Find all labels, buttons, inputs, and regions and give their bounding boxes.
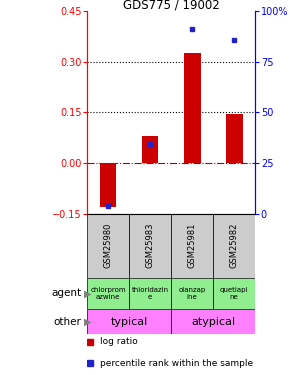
Bar: [171, 278, 213, 309]
Text: GSM25982: GSM25982: [230, 223, 239, 268]
Bar: [184, 54, 201, 163]
Text: GSM25980: GSM25980: [104, 223, 113, 268]
Text: GSM25983: GSM25983: [146, 223, 155, 268]
Text: other: other: [53, 316, 81, 327]
Bar: [171, 214, 213, 278]
Bar: [100, 163, 117, 207]
Text: agent: agent: [51, 288, 81, 298]
Text: GSM25981: GSM25981: [188, 223, 197, 268]
Text: ▶: ▶: [84, 288, 92, 298]
Text: thioridazin
e: thioridazin e: [131, 287, 169, 300]
Bar: [171, 309, 255, 334]
Text: chlorprom
azwine: chlorprom azwine: [90, 287, 126, 300]
Text: log ratio: log ratio: [100, 338, 138, 346]
Text: olanzap
ine: olanzap ine: [179, 287, 206, 300]
Bar: [142, 136, 158, 163]
Bar: [226, 114, 243, 163]
Bar: [87, 278, 129, 309]
Bar: [129, 278, 171, 309]
Bar: [129, 214, 171, 278]
Text: atypical: atypical: [191, 316, 235, 327]
Text: quetiapi
ne: quetiapi ne: [220, 287, 249, 300]
Text: ▶: ▶: [84, 316, 92, 327]
Title: GDS775 / 19002: GDS775 / 19002: [123, 0, 220, 11]
Bar: [213, 214, 255, 278]
Bar: [213, 278, 255, 309]
Bar: [87, 214, 129, 278]
Text: typical: typical: [110, 316, 148, 327]
Bar: [87, 309, 171, 334]
Text: percentile rank within the sample: percentile rank within the sample: [100, 358, 253, 368]
